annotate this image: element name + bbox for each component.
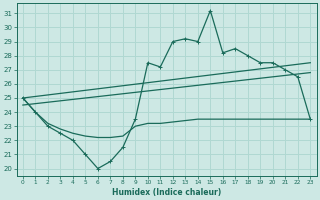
X-axis label: Humidex (Indice chaleur): Humidex (Indice chaleur) (112, 188, 221, 197)
